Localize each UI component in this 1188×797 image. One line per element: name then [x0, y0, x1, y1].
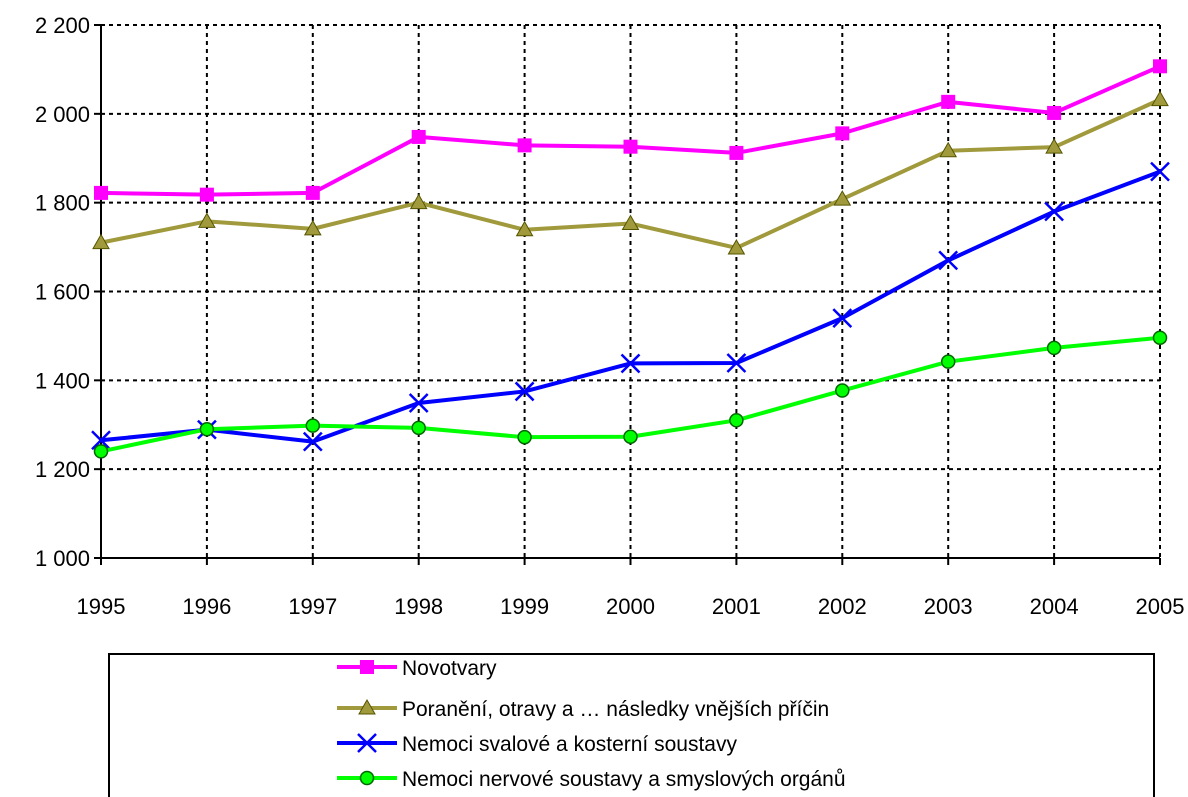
legend-label: Novotvary [402, 657, 497, 680]
data-point [93, 444, 109, 459]
data-point [1044, 201, 1064, 222]
data-point [729, 145, 744, 160]
data-point [408, 393, 429, 413]
data-point [941, 94, 956, 109]
grid [101, 24, 1161, 558]
data-point [198, 212, 216, 228]
y-tick-label: 1 000 [35, 546, 90, 571]
y-axis-tick-labels: 1 000 1 200 1 400 1 600 1 800 2 000 2 200 [35, 13, 90, 571]
x-marker-stroke [357, 733, 377, 753]
x-marker-stroke [514, 381, 535, 402]
x-marker-stroke [832, 308, 853, 329]
legend-marker [359, 770, 375, 786]
x-marker-stroke [620, 353, 641, 374]
y-tick-label: 1 200 [35, 457, 90, 482]
data-point [938, 250, 959, 271]
legend-marker [357, 733, 377, 753]
data-point [620, 353, 641, 374]
x-tick-label: 2004 [1030, 594, 1079, 619]
y-tick-label: 2 000 [35, 102, 90, 127]
data-point [621, 214, 640, 231]
legend-label: Poranění, otravy a … následky vnějších p… [402, 698, 829, 721]
data-point [91, 430, 111, 451]
x-marker-stroke [1150, 161, 1170, 182]
data-point [199, 187, 214, 202]
data-point [305, 185, 320, 200]
series-3 [93, 330, 1168, 459]
data-point [517, 138, 532, 153]
data-point [1150, 161, 1170, 182]
data-point [832, 308, 853, 329]
legend-marker [358, 698, 376, 715]
data-point [94, 185, 108, 200]
data-point [1153, 59, 1167, 74]
data-point [305, 418, 321, 433]
x-marker-stroke [302, 431, 323, 452]
legend-item: Novotvary [337, 657, 497, 680]
data-point [729, 413, 744, 428]
data-point [833, 190, 852, 206]
data-point [409, 193, 428, 210]
data-point [939, 141, 958, 158]
data-point [303, 219, 322, 236]
series-lines [91, 59, 1170, 459]
x-tick-label: 1999 [500, 594, 549, 619]
x-marker-stroke [726, 353, 747, 373]
x-marker-stroke [91, 430, 111, 451]
legend-marker [360, 660, 374, 674]
legend-item: Poranění, otravy a … následky vnějších p… [337, 698, 829, 721]
x-tick-label: 2002 [818, 594, 867, 619]
y-tick-label: 1 800 [35, 191, 90, 216]
series-2 [91, 161, 1170, 452]
x-axis-tick-labels: 1995 1996 1997 1998 1999 2000 2001 2002 2003 2004… [77, 594, 1185, 619]
x-tick-label: 2000 [606, 594, 655, 619]
data-point [727, 238, 746, 255]
legend-item: Nemoci nervové soustavy a smyslových org… [337, 768, 846, 791]
data-point [940, 354, 956, 369]
legend-box [108, 653, 1155, 797]
x-tick-label: 2001 [712, 594, 761, 619]
legend-label: Nemoci svalové a kosterní soustavy [402, 733, 737, 756]
legend-item: Nemoci svalové a kosterní soustavy [337, 733, 737, 756]
x-marker-stroke [408, 393, 429, 413]
legend: Novotvary Poranění, otravy a … následky v… [337, 657, 846, 791]
data-point [835, 383, 850, 398]
data-point [411, 129, 426, 144]
data-point [514, 381, 535, 402]
data-point [1045, 138, 1063, 154]
data-point [623, 139, 638, 154]
data-point [623, 429, 638, 444]
data-point [517, 429, 532, 445]
x-marker-stroke [938, 250, 959, 271]
legend-label: Nemoci nervové soustavy a smyslových org… [402, 768, 846, 791]
data-point [92, 233, 110, 250]
axes [94, 24, 1161, 565]
data-point [835, 126, 850, 141]
data-point [726, 353, 747, 373]
data-point [1152, 330, 1168, 345]
x-tick-label: 2005 [1136, 594, 1185, 619]
x-tick-label: 1998 [394, 594, 443, 619]
data-point [515, 220, 534, 237]
x-marker-stroke [1044, 201, 1064, 222]
data-point [1047, 105, 1062, 120]
x-tick-label: 1997 [288, 594, 337, 619]
data-point [302, 431, 323, 452]
x-tick-label: 2003 [924, 594, 973, 619]
x-tick-label: 1996 [182, 594, 231, 619]
series-0 [94, 59, 1167, 202]
y-tick-label: 2 200 [35, 13, 90, 38]
x-tick-label: 1995 [77, 594, 126, 619]
data-point [199, 421, 215, 437]
data-point [1046, 340, 1062, 356]
data-point [1151, 90, 1169, 107]
data-point [411, 420, 426, 436]
y-tick-label: 1 400 [35, 368, 90, 393]
y-tick-label: 1 600 [35, 280, 90, 305]
series-1 [92, 90, 1169, 255]
